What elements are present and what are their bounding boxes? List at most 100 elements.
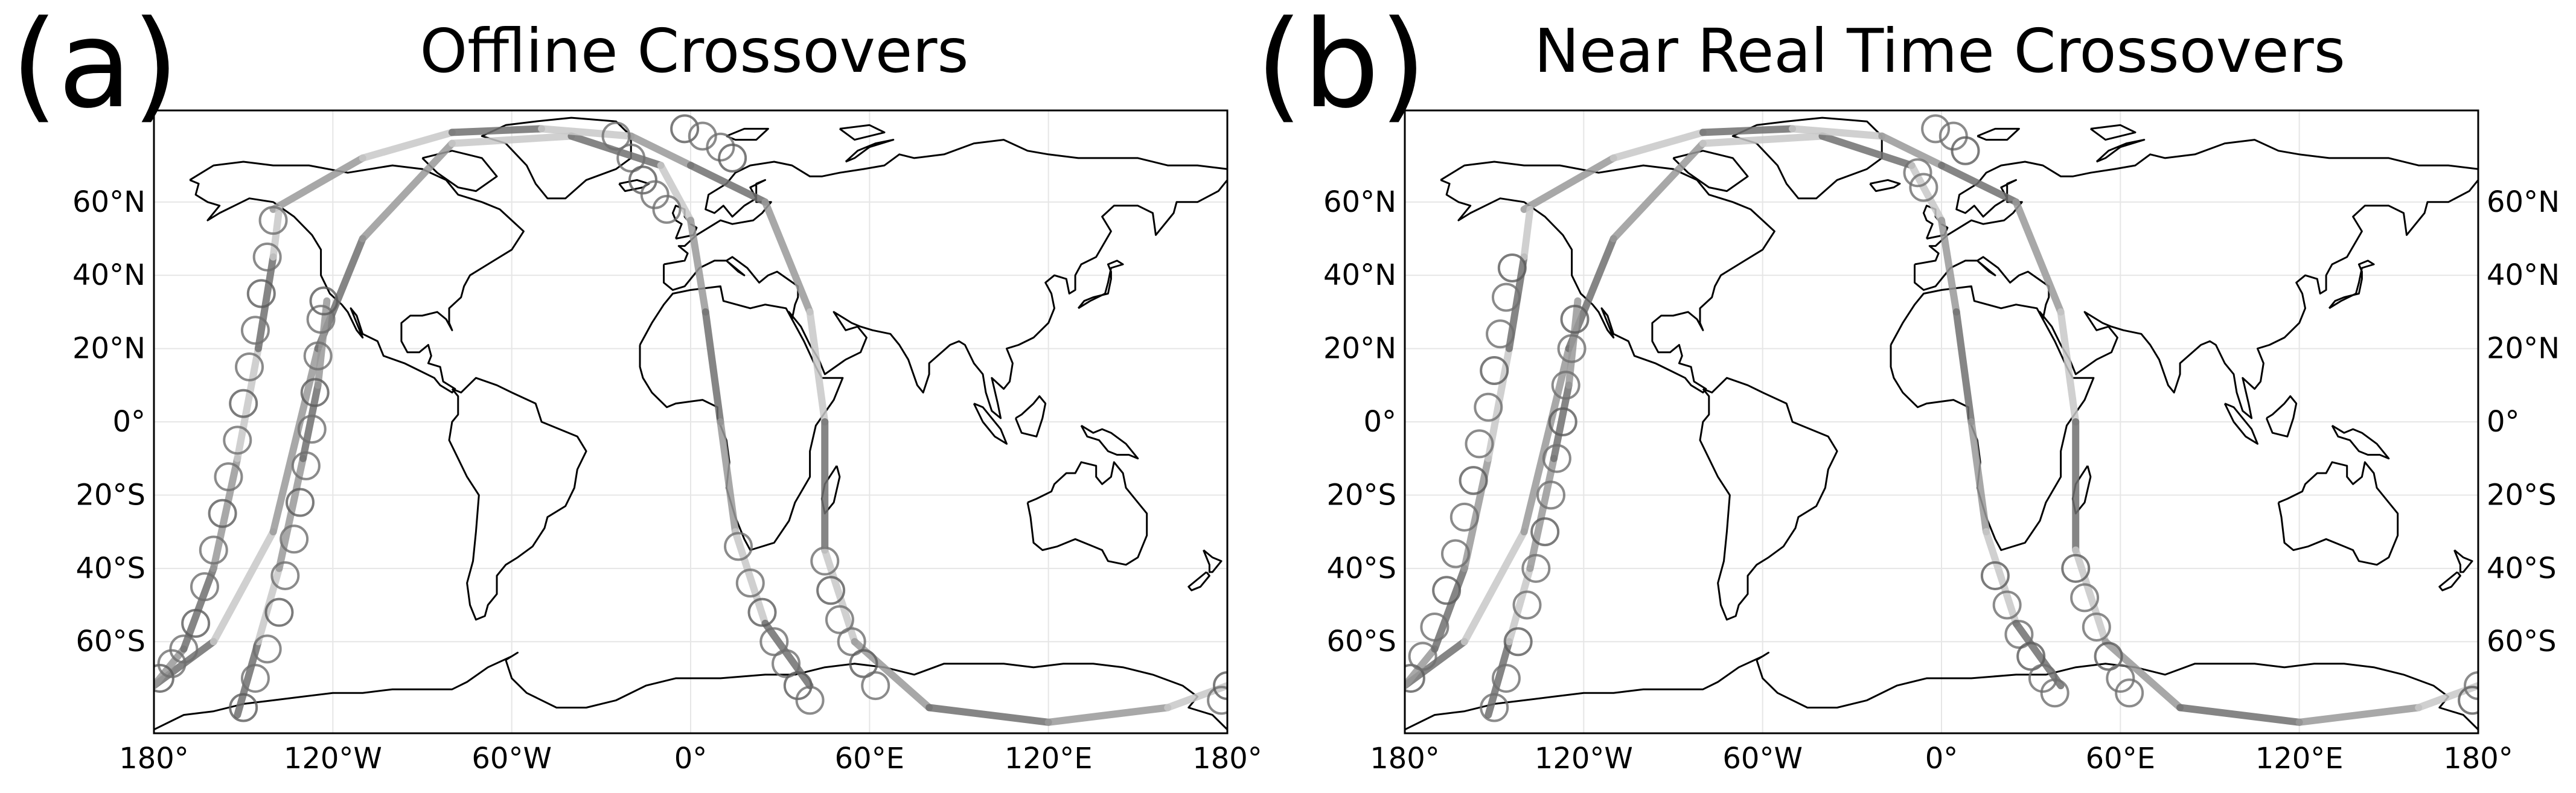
coastline-new-zealand (1203, 549, 1222, 573)
coastline-new-guinea (2331, 424, 2390, 460)
crossover-marker (795, 686, 825, 715)
panel-letter: (b) (1256, 0, 1427, 135)
coastline-japan (1077, 260, 1124, 310)
track-segment (687, 217, 709, 316)
crossover-marker (157, 649, 187, 678)
crossover-marker (2004, 620, 2034, 649)
crossover-marker (223, 425, 252, 455)
coastline-svalbard (726, 127, 769, 141)
coastline-svalbard (1977, 127, 2020, 141)
crossover-marker (190, 572, 219, 602)
lat-tick-label: 20°S (75, 478, 145, 512)
track-segment (821, 546, 858, 646)
crossover-marker (1503, 627, 1533, 657)
track-segment (702, 308, 724, 425)
lon-tick-label: 120°W (1535, 742, 1633, 775)
track-segment (1526, 454, 1558, 572)
track-segment (761, 198, 814, 316)
crossover-marker (1459, 466, 1488, 495)
crossover-marker (246, 279, 276, 308)
crossover-marker (1440, 539, 1470, 568)
crossover-marker (1536, 480, 1566, 510)
crossover-marker (1497, 253, 1527, 283)
lon-tick-label: 60°E (2086, 742, 2155, 775)
lon-tick-label: 0° (674, 742, 708, 775)
coastline-eurasia (1914, 139, 2478, 419)
crossover-marker (1560, 305, 1590, 334)
coastline-baffin (421, 150, 498, 193)
track-segment (732, 528, 769, 627)
track-segment (254, 253, 277, 352)
crossover-marker (1938, 121, 1968, 151)
coastline-novaya-zemlya (845, 139, 895, 163)
track-segment (2176, 704, 2303, 726)
crossover-marker (1530, 517, 1560, 547)
track-segment (2415, 682, 2478, 712)
track-segment (209, 528, 277, 646)
track-segment (1485, 638, 1513, 719)
track-segment (448, 125, 546, 136)
crossover-marker (2115, 678, 2144, 708)
crossover-markers (1405, 114, 2478, 722)
lon-tick-label: 60°W (471, 742, 552, 775)
lat-tick-label: 40°S (75, 552, 145, 585)
crossover-marker (235, 352, 264, 381)
coastline-new-zealand (2453, 549, 2473, 573)
coastline-new-zealand-s (2438, 571, 2461, 591)
crossover-marker (825, 605, 854, 634)
crossover-marker (199, 535, 228, 565)
crossover-marker (1548, 407, 1577, 436)
lat-tick-label-right: 40°S (2487, 552, 2557, 585)
crossover-marker (1474, 392, 1503, 422)
lat-tick-label: 20°N (1323, 332, 1396, 366)
crossover-marker (309, 286, 339, 316)
track-segment (687, 162, 769, 206)
coastline-new-guinea (1080, 424, 1139, 460)
crossover-marker (2061, 553, 2091, 583)
coastline-borneo (1014, 395, 1047, 438)
coastline-baffin (1672, 150, 1749, 193)
crossover-marker (2106, 663, 2135, 693)
lat-tick-label: 20°S (1326, 478, 1396, 512)
crossover-marker (1420, 612, 1449, 642)
track-segment (448, 132, 575, 147)
crossover-marker (300, 378, 330, 407)
crossover-marker (616, 143, 646, 173)
coastline-sumatra (973, 403, 1008, 445)
track-segment (2057, 308, 2080, 425)
lat-tick-label: 60°N (72, 185, 145, 219)
crossover-marker (306, 305, 336, 334)
crossover-marker (1405, 663, 1425, 693)
crossover-marker (240, 663, 270, 693)
lat-tick-label-right: 20°S (2487, 478, 2557, 512)
coastline-antarctica (1405, 651, 2478, 731)
lat-tick-label: 0° (1363, 405, 1396, 439)
track-segment (1952, 308, 1975, 425)
crossover-marker (2082, 612, 2111, 642)
crossover-marker (1491, 663, 1521, 693)
crossover-marker (1551, 371, 1580, 400)
track-segment (2012, 198, 2065, 316)
lat-tick-label: 40°S (1326, 552, 1396, 585)
coastline-australia (2277, 461, 2399, 566)
panel-letter: (a) (11, 0, 179, 135)
crossover-marker (229, 389, 258, 418)
track-segment (1505, 253, 1528, 352)
crossover-marker (783, 671, 813, 701)
lon-tick-label: 60°E (835, 742, 904, 775)
track-segment (1908, 162, 1945, 225)
track-segment (851, 638, 933, 712)
track-segment (1609, 139, 1707, 243)
track-segment (1699, 132, 1826, 147)
track-segment (567, 132, 665, 170)
track-segment (925, 704, 1052, 726)
crossover-marker (1909, 173, 1938, 202)
lat-tick-label: 40°N (72, 258, 145, 292)
ground-tracks (1405, 125, 2478, 726)
crossover-marker (258, 206, 288, 235)
track-segment (1878, 132, 1945, 170)
crossover-marker (1951, 136, 1980, 165)
crossover-marker (849, 649, 878, 678)
crossover-marker (297, 415, 327, 444)
crossover-marker (291, 451, 321, 480)
